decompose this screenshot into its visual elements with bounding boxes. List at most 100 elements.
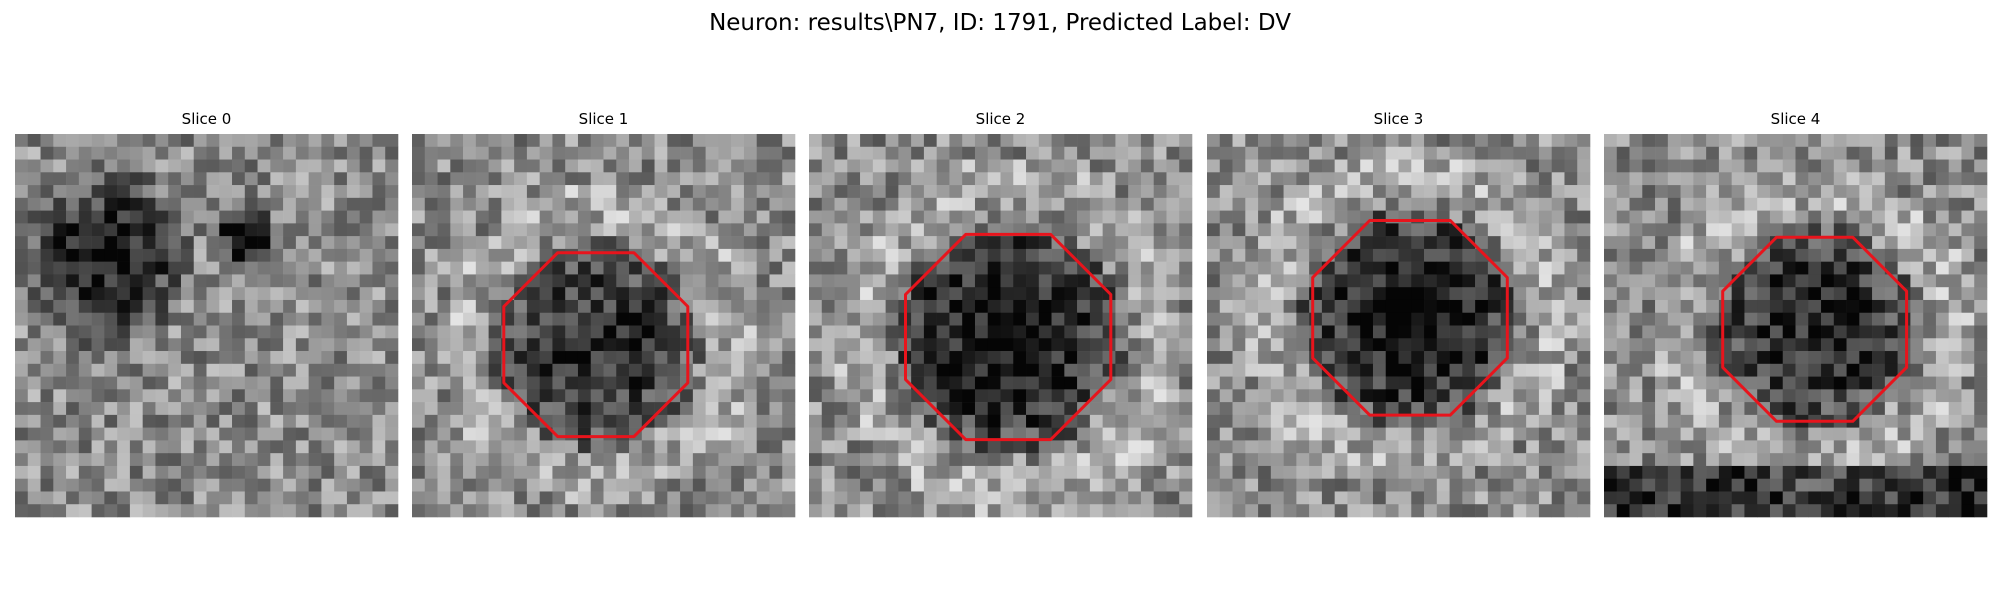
pixel (1782, 427, 1796, 441)
pixel (1616, 427, 1630, 441)
pixel (66, 236, 80, 250)
pixel (346, 351, 360, 365)
pixel (821, 312, 835, 326)
pixel (1296, 236, 1310, 250)
pixel (40, 402, 54, 416)
pixel (1038, 210, 1052, 224)
pixel (1513, 248, 1527, 262)
pixel (616, 248, 630, 262)
pixel (1140, 261, 1154, 275)
pixel (15, 197, 29, 211)
pixel (501, 465, 515, 479)
pixel (27, 478, 41, 492)
pixel (1680, 453, 1694, 467)
pixel (168, 389, 182, 403)
pixel (962, 453, 976, 467)
slice-image (1207, 134, 1591, 518)
pixel (1487, 159, 1501, 173)
pixel (346, 389, 360, 403)
pixel (603, 440, 617, 454)
pixel (1884, 312, 1898, 326)
pixel (692, 159, 706, 173)
pixel (1680, 248, 1694, 262)
pixel (743, 299, 757, 314)
pixel (53, 312, 67, 326)
pixel (193, 491, 207, 505)
pixel (244, 363, 258, 377)
pixel (1424, 197, 1438, 211)
pixel (1309, 197, 1323, 211)
pixel (667, 146, 681, 160)
pixel (1051, 504, 1065, 518)
pixel (359, 363, 373, 377)
pixel (180, 185, 195, 199)
pixel (1744, 236, 1758, 250)
pixel (206, 197, 220, 211)
pixel (1629, 159, 1643, 173)
pixel (1961, 236, 1975, 250)
pixel (743, 312, 757, 326)
pixel (860, 159, 874, 173)
pixel (488, 287, 502, 301)
pixel (1270, 146, 1284, 160)
pixel (1475, 146, 1489, 160)
pixel (1897, 491, 1911, 505)
pixel (1526, 491, 1540, 505)
pixel (809, 197, 823, 211)
pixel (1642, 248, 1656, 262)
pixel (1487, 210, 1501, 224)
pixel (321, 287, 335, 301)
pixel (1642, 491, 1656, 505)
pixel (1207, 248, 1221, 262)
pixel (1564, 351, 1578, 365)
pixel (155, 338, 169, 352)
pixel (488, 491, 502, 505)
pixel (1424, 414, 1438, 428)
pixel (1782, 338, 1796, 352)
pixel (1436, 248, 1450, 262)
pixel (193, 134, 207, 148)
pixel (1935, 427, 1949, 441)
pixel (885, 185, 899, 199)
pixel (219, 210, 233, 224)
pixel (1013, 414, 1027, 428)
pixel (885, 414, 899, 428)
pixel (1462, 210, 1476, 224)
pixel (1948, 325, 1962, 339)
pixel (308, 223, 322, 237)
pixel (1026, 287, 1040, 301)
pixel (898, 465, 912, 479)
pixel (385, 376, 399, 390)
pixel (756, 172, 770, 186)
pixel (463, 363, 477, 377)
pixel (565, 159, 579, 173)
pixel (1424, 453, 1438, 467)
pixel (692, 146, 706, 160)
pixel (1245, 351, 1259, 365)
pixel (1808, 376, 1822, 390)
pixel (514, 338, 528, 352)
pixel (1424, 236, 1438, 250)
pixel (1475, 159, 1489, 173)
pixel (1296, 274, 1310, 288)
pixel (1296, 414, 1310, 428)
pixel (1821, 376, 1835, 390)
pixel (270, 248, 284, 262)
pixel (616, 491, 630, 505)
pixel (450, 389, 464, 403)
pixel (1000, 402, 1014, 416)
pixel (1258, 414, 1272, 428)
pixel (1475, 287, 1489, 301)
pixel (129, 351, 143, 365)
pixel (1693, 261, 1707, 275)
pixel (1821, 389, 1835, 403)
pixel (539, 440, 553, 454)
pixel (168, 491, 182, 505)
pixel (1744, 172, 1758, 186)
pixel (91, 389, 105, 403)
pixel (809, 312, 823, 326)
pixel (412, 363, 426, 377)
pixel (180, 261, 195, 275)
pixel (1372, 223, 1387, 237)
pixel (1577, 134, 1591, 148)
